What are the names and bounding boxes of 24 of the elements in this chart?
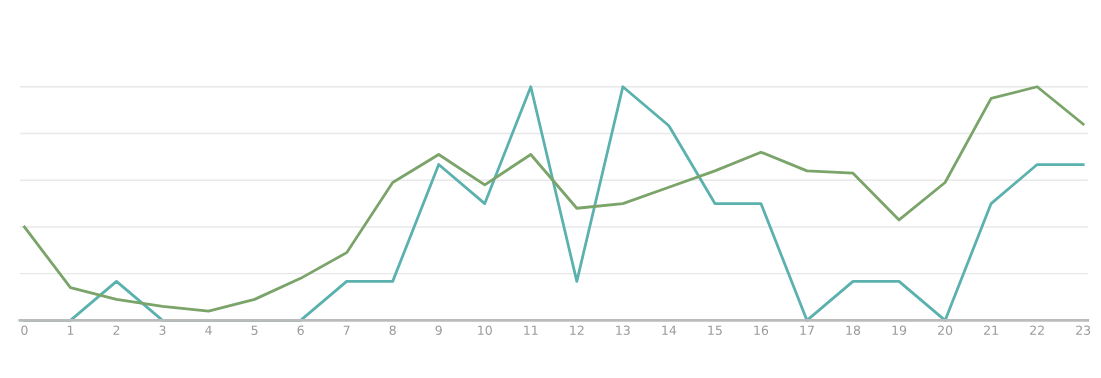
x-tick-label: 19: [892, 325, 907, 335]
x-tick-label: 6: [297, 325, 304, 335]
x-tick-label: 11: [524, 325, 538, 335]
x-tick-label: 17: [800, 325, 814, 335]
x-tick-label: 10: [478, 325, 492, 335]
x-tick-label: 4: [205, 325, 212, 335]
x-tick-label: 23: [1076, 325, 1091, 335]
x-tick-label: 18: [846, 325, 861, 335]
x-tick-label: 21: [984, 325, 998, 335]
x-tick-label: 12: [570, 325, 584, 335]
x-tick-label: 14: [662, 325, 677, 335]
x-tick-label: 2: [113, 325, 120, 335]
x-tick-label: 22: [1030, 325, 1044, 335]
x-tick-label: 1: [67, 325, 74, 335]
x-tick-label: 20: [938, 325, 953, 335]
x-tick-label: 15: [708, 325, 722, 335]
x-tick-label: 3: [159, 325, 166, 335]
x-tick-label: 7: [343, 325, 350, 335]
x-tick-label: 16: [754, 325, 769, 335]
x-tick-label: 5: [251, 325, 258, 335]
x-tick-label: 9: [435, 325, 442, 335]
x-tick-label: 8: [389, 325, 396, 335]
x-tick-label: 13: [616, 325, 630, 335]
x-tick-label: 0: [21, 325, 28, 335]
